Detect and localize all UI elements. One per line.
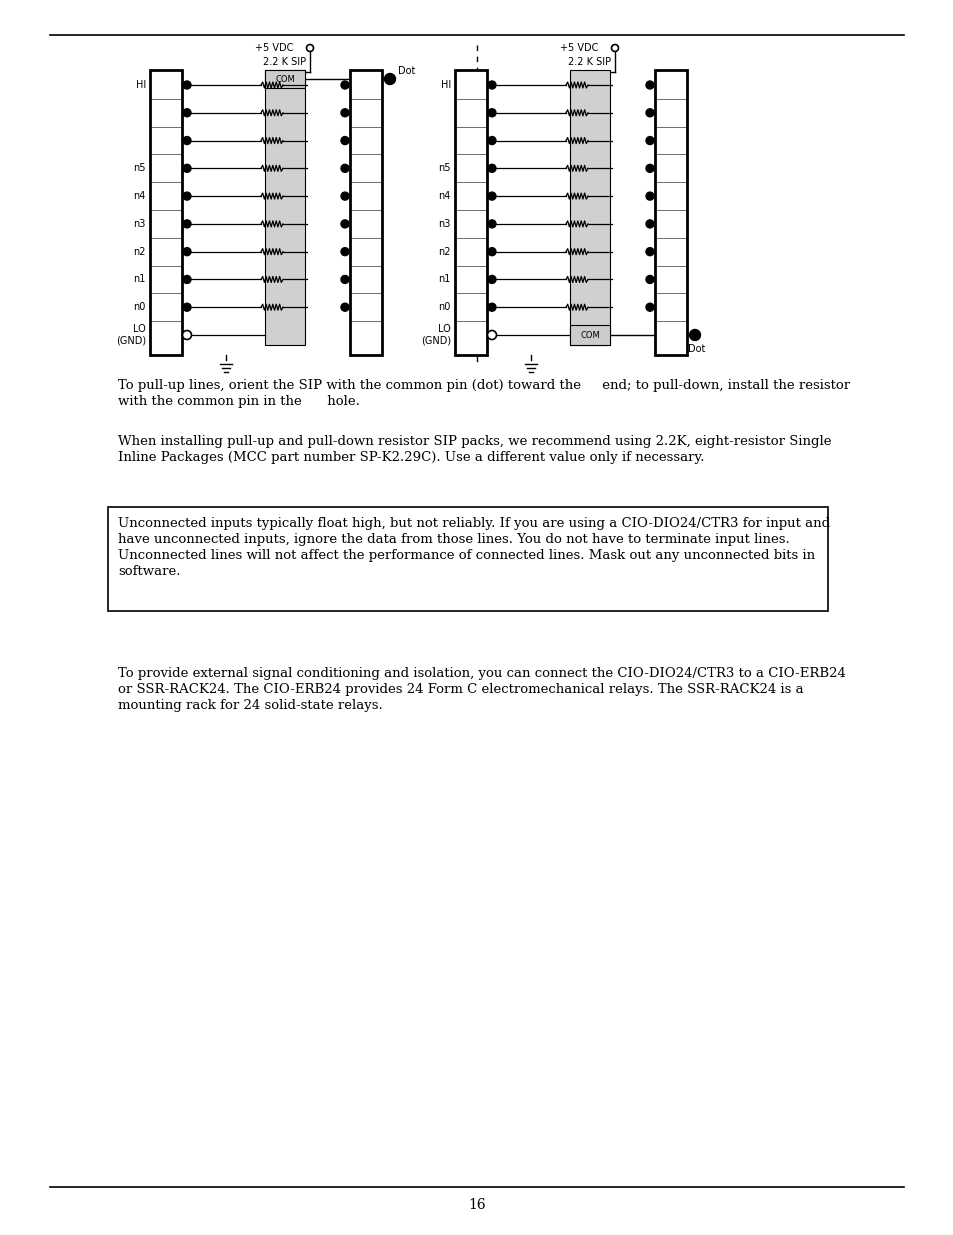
- Circle shape: [183, 82, 191, 89]
- Text: +5 VDC: +5 VDC: [559, 43, 598, 53]
- Circle shape: [689, 330, 700, 341]
- Text: n0: n0: [133, 303, 146, 312]
- Circle shape: [487, 331, 496, 340]
- Circle shape: [611, 44, 618, 52]
- Circle shape: [645, 304, 654, 311]
- Circle shape: [340, 220, 349, 228]
- Bar: [455, 70, 486, 354]
- Circle shape: [645, 164, 654, 173]
- Circle shape: [340, 164, 349, 173]
- Circle shape: [488, 275, 496, 284]
- Circle shape: [340, 82, 349, 89]
- Text: Unconnected lines will not affect the performance of connected lines. Mask out a: Unconnected lines will not affect the pe…: [118, 550, 814, 562]
- Circle shape: [645, 275, 654, 284]
- Circle shape: [183, 109, 191, 117]
- Circle shape: [183, 220, 191, 228]
- Text: n0: n0: [438, 303, 451, 312]
- Circle shape: [340, 109, 349, 117]
- Text: n1: n1: [438, 274, 451, 284]
- Circle shape: [340, 304, 349, 311]
- Circle shape: [340, 275, 349, 284]
- Text: 2.2 K SIP: 2.2 K SIP: [568, 57, 611, 67]
- Text: n1: n1: [133, 274, 146, 284]
- Text: with the common pin in the      hole.: with the common pin in the hole.: [118, 395, 359, 408]
- Circle shape: [182, 331, 192, 340]
- Text: n2: n2: [133, 247, 146, 257]
- Text: software.: software.: [118, 564, 180, 578]
- Text: or SSR-RACK24. The CIO-ERB24 provides 24 Form C electromechanical relays. The SS: or SSR-RACK24. The CIO-ERB24 provides 24…: [118, 683, 802, 697]
- Circle shape: [183, 248, 191, 256]
- Text: LO
(GND): LO (GND): [420, 325, 451, 346]
- Bar: [150, 70, 182, 354]
- Circle shape: [488, 304, 496, 311]
- Text: HI: HI: [440, 80, 451, 90]
- Text: n5: n5: [438, 163, 451, 173]
- Text: Dot: Dot: [397, 65, 415, 77]
- Text: n4: n4: [133, 191, 146, 201]
- Text: n3: n3: [133, 219, 146, 228]
- Circle shape: [340, 248, 349, 256]
- Text: Inline Packages (MCC part number SP-K2.29C). Use a different value only if neces: Inline Packages (MCC part number SP-K2.2…: [118, 451, 703, 464]
- Circle shape: [340, 193, 349, 200]
- Bar: [655, 70, 686, 354]
- Circle shape: [645, 220, 654, 228]
- Text: When installing pull-up and pull-down resistor SIP packs, we recommend using 2.2: When installing pull-up and pull-down re…: [118, 435, 831, 448]
- Circle shape: [645, 248, 654, 256]
- Text: n3: n3: [438, 219, 451, 228]
- Bar: [108, 508, 827, 611]
- Text: mounting rack for 24 solid-state relays.: mounting rack for 24 solid-state relays.: [118, 699, 382, 713]
- Circle shape: [183, 164, 191, 173]
- Circle shape: [488, 193, 496, 200]
- Circle shape: [183, 137, 191, 144]
- Text: have unconnected inputs, ignore the data from those lines. You do not have to te: have unconnected inputs, ignore the data…: [118, 534, 789, 546]
- Text: n2: n2: [438, 247, 451, 257]
- Circle shape: [488, 248, 496, 256]
- Bar: [350, 70, 381, 354]
- Circle shape: [488, 82, 496, 89]
- Circle shape: [340, 137, 349, 144]
- Circle shape: [183, 304, 191, 311]
- Text: n4: n4: [438, 191, 451, 201]
- Text: Dot: Dot: [688, 345, 705, 354]
- Bar: [265, 70, 305, 88]
- Text: +5 VDC: +5 VDC: [254, 43, 294, 53]
- Text: Unconnected inputs typically float high, but not reliably. If you are using a CI: Unconnected inputs typically float high,…: [118, 517, 829, 530]
- Text: 2.2 K SIP: 2.2 K SIP: [263, 57, 306, 67]
- Text: 16: 16: [468, 1198, 485, 1212]
- Bar: [265, 70, 305, 345]
- Text: COM: COM: [579, 331, 599, 340]
- Bar: [569, 70, 609, 345]
- Circle shape: [488, 220, 496, 228]
- Text: n5: n5: [133, 163, 146, 173]
- Text: COM: COM: [274, 74, 294, 84]
- Circle shape: [183, 193, 191, 200]
- Circle shape: [488, 164, 496, 173]
- Circle shape: [488, 109, 496, 117]
- Circle shape: [645, 193, 654, 200]
- Circle shape: [645, 109, 654, 117]
- Text: To provide external signal conditioning and isolation, you can connect the CIO-D: To provide external signal conditioning …: [118, 667, 845, 680]
- Bar: [569, 325, 609, 345]
- Text: To pull-up lines, orient the SIP with the common pin (dot) toward the     end; t: To pull-up lines, orient the SIP with th…: [118, 379, 849, 391]
- Text: LO
(GND): LO (GND): [115, 325, 146, 346]
- Circle shape: [488, 137, 496, 144]
- Circle shape: [645, 137, 654, 144]
- Circle shape: [384, 74, 395, 84]
- Text: HI: HI: [135, 80, 146, 90]
- Circle shape: [183, 275, 191, 284]
- Circle shape: [645, 82, 654, 89]
- Circle shape: [306, 44, 314, 52]
